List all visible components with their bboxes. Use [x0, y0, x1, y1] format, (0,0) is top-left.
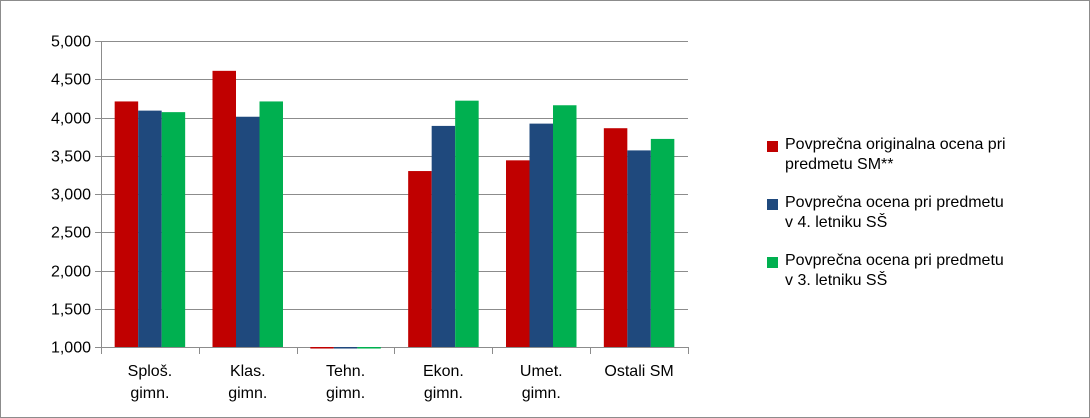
legend-label: predmetu SM**	[785, 156, 894, 173]
legend-item: Povprečna ocena pri predmetu v 3. letniku…	[767, 251, 1085, 291]
x-tick-label: gimn.	[424, 385, 463, 402]
x-tick-label: gimn.	[228, 385, 267, 402]
legend-label: Povprečna ocena pri predmetu	[785, 194, 1004, 211]
x-tick-label: gimn.	[130, 385, 169, 402]
x-tick-label: Ostali SM	[604, 363, 673, 380]
x-tick-label: gimn.	[326, 385, 365, 402]
bar	[408, 171, 432, 347]
x-tick-label: Umet.	[520, 363, 563, 380]
y-tick-label: 2,500	[51, 225, 91, 242]
y-tick-label: 2,000	[51, 264, 91, 281]
legend-label: v 4. letniku SŠ	[785, 214, 888, 231]
y-tick-label: 3,500	[51, 149, 91, 166]
bar	[431, 125, 456, 347]
legend-swatch	[767, 141, 778, 152]
bar	[506, 160, 530, 347]
bar	[603, 128, 628, 347]
bar	[114, 101, 139, 347]
bar	[650, 138, 675, 347]
bar	[333, 347, 358, 349]
bar	[212, 70, 236, 347]
y-tick-label: 4,500	[51, 72, 91, 89]
bar	[310, 347, 334, 349]
bar	[627, 150, 651, 347]
x-tick-label: gimn.	[522, 385, 561, 402]
legend: Povprečna originalna ocena pri predmetu S…	[767, 135, 1085, 309]
y-tick-label: 1,500	[51, 302, 91, 319]
x-tick-label: Sploš.	[128, 363, 172, 380]
bar	[138, 110, 162, 348]
legend-label: Povprečna ocena pri predmetu	[785, 252, 1004, 269]
legend-label: Povprečna originalna ocena pri	[785, 136, 1006, 153]
y-tick-label: 4,000	[51, 111, 91, 128]
bar	[259, 101, 283, 347]
x-tick-label: Klas.	[230, 363, 266, 380]
legend-item: Povprečna originalna ocena pri predmetu S…	[767, 135, 1085, 175]
legend-item: Povprečna ocena pri predmetu v 4. letniku…	[767, 193, 1085, 233]
x-tick-label: Tehn.	[326, 363, 365, 380]
y-tick-label: 5,000	[51, 34, 91, 51]
y-tick-label: 3,000	[51, 187, 91, 204]
legend-swatch	[767, 199, 778, 210]
y-tick-label: 1,000	[51, 340, 91, 357]
bar	[357, 347, 381, 349]
bar	[553, 105, 577, 347]
legend-swatch	[767, 257, 778, 268]
legend-label: v 3. letniku SŠ	[785, 272, 888, 289]
bar	[455, 100, 479, 347]
bar	[529, 123, 553, 348]
bar	[236, 116, 260, 348]
bar	[161, 112, 186, 347]
x-tick-label: Ekon.	[423, 363, 464, 380]
